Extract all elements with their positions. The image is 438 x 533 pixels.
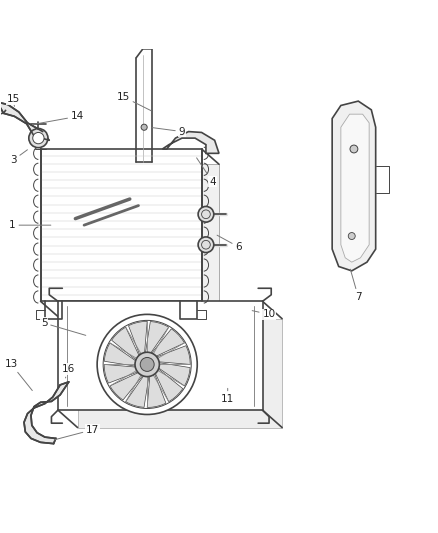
Polygon shape <box>162 132 219 154</box>
Text: 7: 7 <box>350 269 362 302</box>
Polygon shape <box>154 346 190 365</box>
Circle shape <box>198 237 214 253</box>
Polygon shape <box>147 372 166 407</box>
Circle shape <box>141 124 147 130</box>
Polygon shape <box>341 114 369 262</box>
Polygon shape <box>58 164 219 317</box>
Circle shape <box>97 314 197 415</box>
Polygon shape <box>0 102 49 140</box>
Circle shape <box>135 352 159 377</box>
Polygon shape <box>332 101 376 271</box>
Polygon shape <box>58 301 262 410</box>
Text: 13: 13 <box>5 359 32 391</box>
Text: 1: 1 <box>9 220 51 230</box>
Polygon shape <box>156 362 190 386</box>
Circle shape <box>140 358 154 372</box>
Polygon shape <box>110 372 145 400</box>
Polygon shape <box>24 382 69 443</box>
Text: 4: 4 <box>197 158 216 187</box>
Polygon shape <box>104 365 140 383</box>
Circle shape <box>348 232 355 239</box>
Polygon shape <box>78 319 282 427</box>
Text: 10: 10 <box>252 309 276 319</box>
Text: 17: 17 <box>54 425 99 440</box>
Polygon shape <box>150 329 184 358</box>
Polygon shape <box>128 321 147 358</box>
Polygon shape <box>145 321 169 355</box>
Text: 15: 15 <box>117 92 151 111</box>
Text: 9: 9 <box>152 126 185 136</box>
Polygon shape <box>154 367 183 402</box>
Text: 16: 16 <box>62 364 75 378</box>
Polygon shape <box>104 343 138 367</box>
Text: 14: 14 <box>32 111 84 125</box>
Text: 3: 3 <box>10 150 28 165</box>
Circle shape <box>29 128 48 148</box>
Circle shape <box>350 145 358 153</box>
Text: 15: 15 <box>7 94 20 107</box>
Polygon shape <box>126 374 149 407</box>
Polygon shape <box>112 327 140 361</box>
Text: 11: 11 <box>221 389 234 404</box>
Text: 6: 6 <box>217 235 242 252</box>
Polygon shape <box>41 149 201 301</box>
Text: 5: 5 <box>41 318 86 335</box>
Circle shape <box>33 133 44 144</box>
Circle shape <box>198 206 214 222</box>
